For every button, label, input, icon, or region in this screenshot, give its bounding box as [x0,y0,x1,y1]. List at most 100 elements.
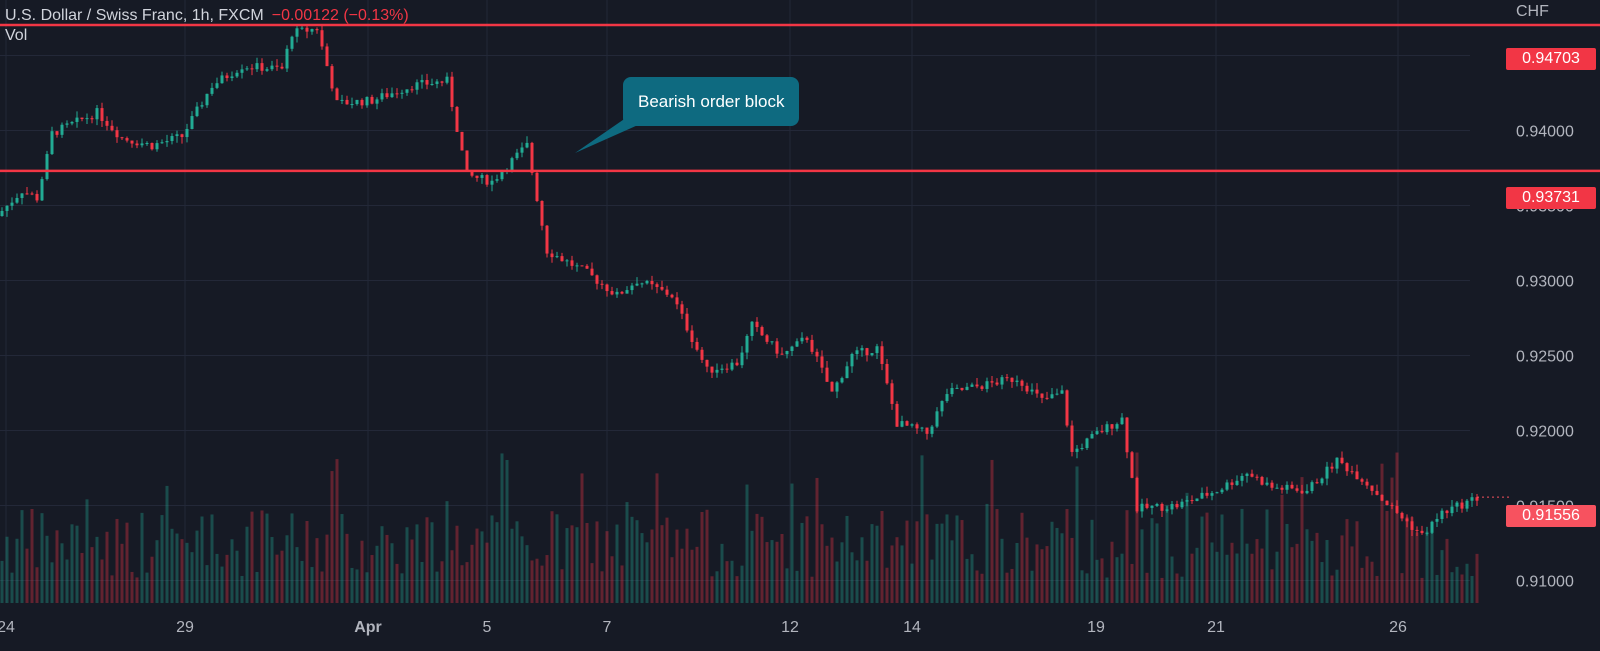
candle-body [1055,393,1059,395]
candle-body [965,386,969,390]
candle-body [805,337,809,340]
candle-body [50,131,54,155]
candle-body [1075,448,1079,452]
volume-bar [340,514,344,603]
volume-bar [600,571,604,603]
candle-body [830,381,834,392]
volume-bar [280,550,284,603]
candle-body [1320,478,1324,484]
candle-body [460,131,464,151]
volume-bar [1065,509,1069,603]
candle-body [880,346,884,364]
candle-body [705,359,709,367]
volume-bar [975,570,979,603]
volume-bar [835,561,839,603]
volume-bar [855,560,859,603]
volume-bar [630,516,634,603]
volume-bar [315,538,319,603]
candle-body [1210,493,1214,496]
volume-bar [1030,570,1034,603]
volume-bar [1315,532,1319,603]
candle-body [110,125,114,131]
candle-body [440,81,444,83]
volume-bar [1185,492,1189,603]
candle-body [250,68,254,70]
bearish-order-block-callout[interactable]: Bearish order block [623,77,800,126]
volume-bar [250,511,254,603]
currency-unit-label[interactable]: CHF [1516,3,1549,20]
candle-body [855,350,859,354]
volume-legend-label[interactable]: Vol [5,27,28,44]
candle-body [40,179,44,201]
candle-body [1110,424,1114,429]
volume-bar [225,554,229,603]
candle-body [100,108,104,121]
horizontal-levels[interactable] [0,23,1600,498]
volume-bar [1425,531,1429,603]
volume-bar [1380,463,1384,603]
symbol-title[interactable]: U.S. Dollar / Swiss Franc, 1h, FXCM [5,7,264,24]
volume-bar [185,542,189,603]
volume-bar [395,563,399,603]
volume-bar [1035,544,1039,603]
x-tick-label: Apr [354,619,382,636]
candle-body [1290,484,1294,489]
candle-body [525,142,529,148]
candle-body [1080,447,1084,449]
volume-bar [1135,452,1139,603]
candle-body [1345,463,1349,472]
volume-bar [525,545,529,603]
candle-body [450,76,454,107]
volume-bar [660,525,664,603]
volume-bar [640,533,644,603]
volume-bar [1110,541,1114,603]
volume-bar [865,560,869,603]
volume-bar [530,560,534,603]
candle-body [1305,490,1309,494]
time-axis[interactable]: 24 29 Apr 5 7 12 14 19 21 26 [0,619,1407,636]
volume-bar [895,537,899,603]
volume-bar [1245,543,1249,603]
volume-bar [860,537,864,603]
candle-body [670,294,674,298]
volume-bar [520,536,524,603]
candle-body [580,265,584,267]
volume-bar [695,546,699,603]
level-high-price-label: 0.94703 [1506,48,1596,70]
candle-body [1170,504,1174,510]
x-tick-label: 26 [1389,619,1407,636]
volume-bar [1100,558,1104,603]
volume-bar [270,537,274,603]
volume-bar [1130,563,1134,603]
volume-bar [920,455,924,603]
volume-bar [1285,523,1289,603]
candle-body [480,175,484,178]
volume-bar [1465,563,1469,603]
candle-body [685,313,689,331]
volume-bar [995,509,999,603]
candle-body [380,93,384,100]
candle-body [170,136,174,142]
volume-bar [1195,547,1199,603]
volume-bar [720,543,724,603]
candle-body [1230,482,1234,485]
candle-body [1435,518,1439,522]
y-tick-label: 0.93000 [1516,274,1574,291]
candle-body [495,179,499,181]
candle-body [1130,452,1134,478]
volume-bar [1215,551,1219,603]
volume-bar [845,515,849,603]
candle-body [1295,488,1299,491]
candle-body [1090,434,1094,439]
volume-bar [1060,533,1064,603]
candle-body [690,330,694,342]
volume-bar [40,513,44,603]
candle-body [920,427,924,429]
candle-body [1260,476,1264,485]
candle-body [175,134,179,137]
candle-body [550,253,554,258]
candle-body [740,352,744,366]
volume-bar [240,575,244,603]
candle-body [1245,473,1249,476]
